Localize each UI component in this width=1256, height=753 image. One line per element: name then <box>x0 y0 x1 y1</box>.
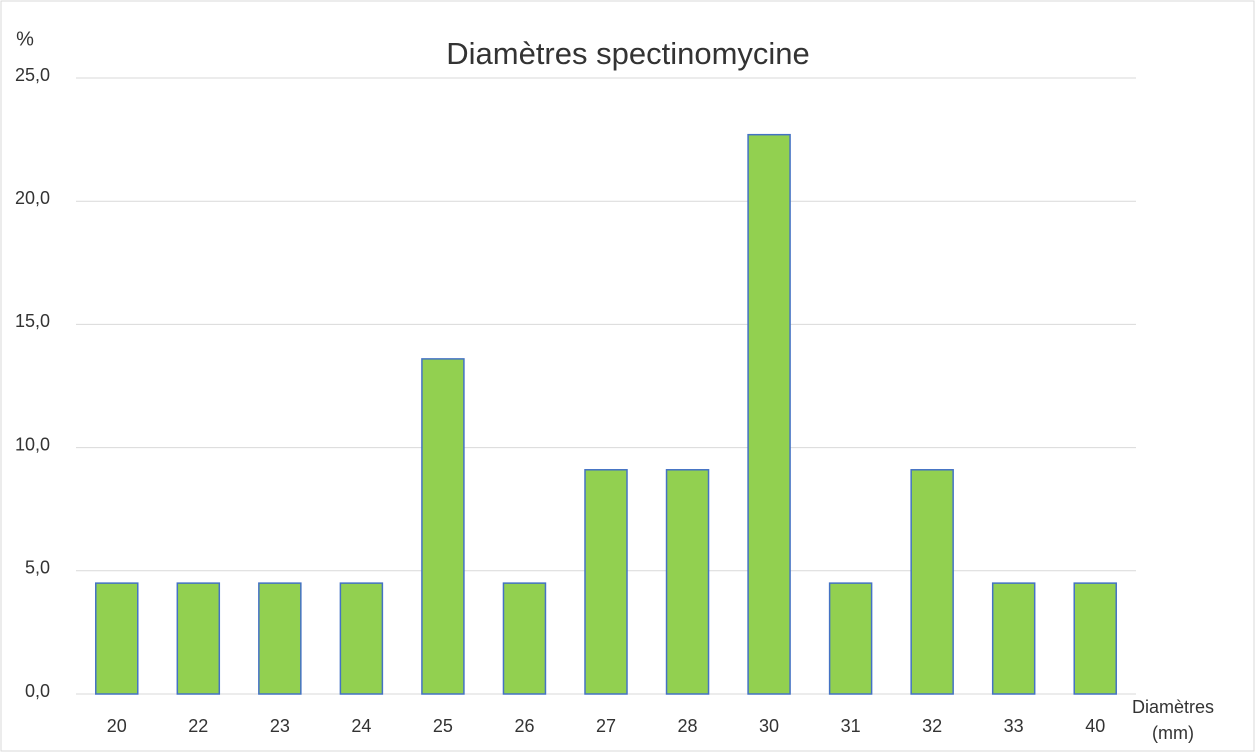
y-axis-label: % <box>16 28 34 50</box>
bar <box>95 582 139 695</box>
x-tick-label: 26 <box>514 716 534 736</box>
x-tick-label: 25 <box>433 716 453 736</box>
x-tick-label: 23 <box>270 716 290 736</box>
x-tick-label: 28 <box>678 716 698 736</box>
y-tick-label: 10,0 <box>15 434 50 454</box>
x-tick-label: 24 <box>351 716 371 736</box>
bar <box>176 582 221 695</box>
bar <box>1073 582 1117 695</box>
bar <box>991 582 1036 695</box>
bar <box>258 582 302 695</box>
y-tick-label: 25,0 <box>15 65 50 85</box>
y-tick-label: 20,0 <box>15 188 50 208</box>
bar <box>584 469 628 695</box>
x-tick-label: 30 <box>759 716 779 736</box>
bar <box>910 469 954 695</box>
bar <box>502 582 547 695</box>
y-tick-label: 0,0 <box>25 681 50 701</box>
x-axis-label: Diamètres (mm) <box>1131 697 1215 743</box>
bar <box>339 582 384 695</box>
chart-title: Diamètres spectinomycine <box>446 36 810 71</box>
x-tick-label: 27 <box>596 716 616 736</box>
y-tick-label: 15,0 <box>15 311 50 331</box>
x-tick-label: 22 <box>188 716 208 736</box>
bar <box>828 582 873 695</box>
bar <box>665 469 710 695</box>
x-tick-label: 31 <box>841 716 861 736</box>
x-tick-label: 20 <box>107 716 127 736</box>
x-tick-label: 40 <box>1085 716 1105 736</box>
y-tick-label: 5,0 <box>25 558 50 578</box>
bar <box>421 358 465 695</box>
x-tick-label: 32 <box>922 716 942 736</box>
x-tick-label: 33 <box>1004 716 1024 736</box>
bar <box>747 133 791 695</box>
